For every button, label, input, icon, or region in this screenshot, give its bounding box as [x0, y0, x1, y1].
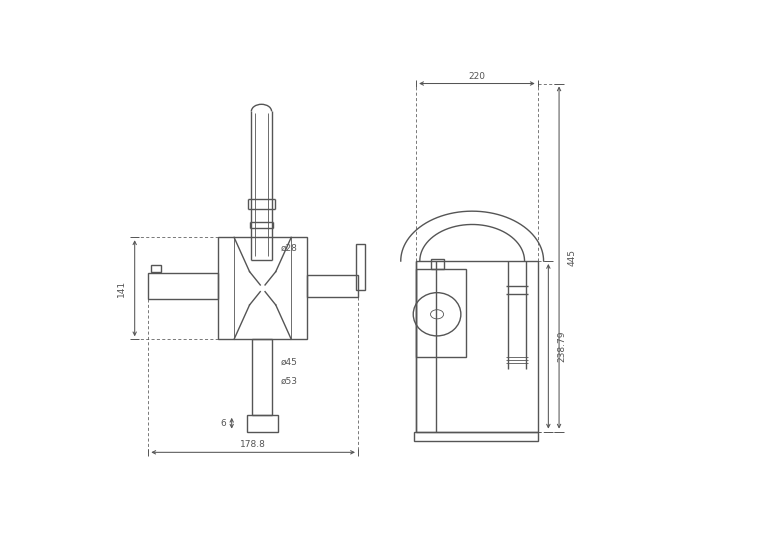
Text: 141: 141	[117, 280, 126, 297]
Bar	[252, 339, 272, 415]
Bar	[218, 238, 307, 339]
Bar	[416, 269, 466, 357]
Bar	[307, 274, 358, 298]
Text: 445: 445	[568, 249, 577, 266]
Bar	[415, 431, 538, 441]
Bar	[416, 261, 538, 431]
Bar	[148, 273, 218, 299]
Text: 6: 6	[220, 418, 226, 428]
Text: 220: 220	[468, 71, 485, 80]
Bar	[151, 265, 161, 272]
Text: ø28: ø28	[281, 244, 298, 253]
Bar	[431, 259, 444, 269]
Text: ø45: ø45	[281, 358, 298, 367]
Bar	[356, 245, 365, 290]
Text: 238.79: 238.79	[557, 330, 566, 362]
Text: 178.8: 178.8	[240, 440, 266, 449]
Bar	[247, 415, 277, 431]
Text: ø53: ø53	[281, 377, 298, 386]
